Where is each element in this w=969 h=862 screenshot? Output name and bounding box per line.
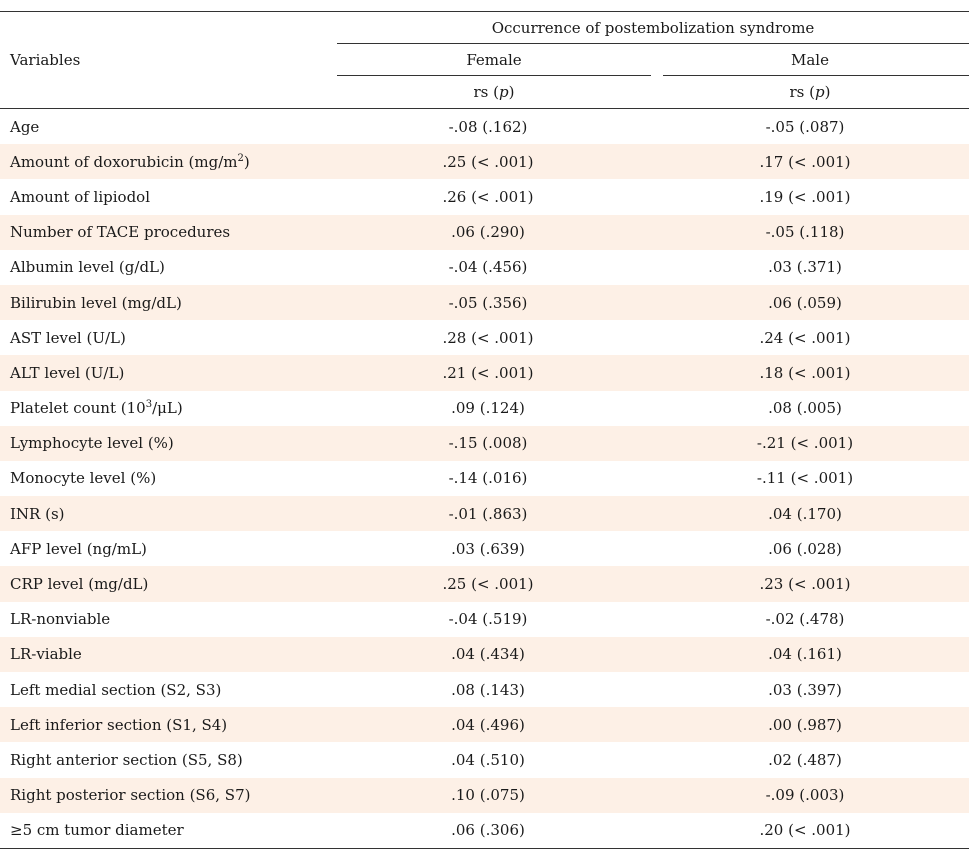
table-row: Amount of doxorubicin (mg/m2) .25 (< .001… bbox=[0, 144, 969, 180]
female-value: .03 (.639) bbox=[451, 539, 525, 558]
table-row: LR-nonviable -.04 (.519) -.02 (.478) bbox=[0, 602, 969, 637]
male-value: .04 (.161) bbox=[651, 636, 969, 672]
table-row: AFP level (ng/mL) .03 (.639) .06 (.028) bbox=[0, 531, 969, 566]
table-row: INR (s) -.01 (.863) .04 (.170) bbox=[0, 496, 969, 532]
male-value: -.11 (< .001) bbox=[756, 469, 854, 488]
table-row: Right anterior section (S5, S8) .04 (.510… bbox=[0, 742, 969, 777]
female-value: -.14 (.016) bbox=[448, 469, 528, 488]
row-label: AST level (U/L) bbox=[10, 328, 126, 347]
row-label: Lymphocyte level (%) bbox=[0, 425, 337, 461]
male-value: -.05 (.118) bbox=[651, 214, 969, 250]
female-value: .04 (.510) bbox=[451, 750, 525, 769]
row-label: Left medial section (S2, S3) bbox=[10, 680, 222, 699]
table-row: Number of TACE procedures .06 (.290) -.05 … bbox=[0, 214, 969, 250]
male-value: .19 (< .001) bbox=[759, 187, 851, 206]
row-label: AFP level (ng/mL) bbox=[10, 539, 147, 558]
table-row: ≥5 cm tumor diameter .06 (.306) .20 (< .00… bbox=[0, 812, 969, 849]
row-label: Amount of doxorubicin (mg/m2) bbox=[0, 144, 337, 180]
row-label: Platelet count (103/μL) bbox=[10, 399, 183, 418]
female-value: .25 (< .001) bbox=[337, 566, 651, 602]
table-row: AST level (U/L) .28 (< .001) .24 (< .001) bbox=[0, 320, 969, 355]
female-value: .09 (.124) bbox=[451, 399, 525, 418]
row-label: Monocyte level (%) bbox=[10, 469, 157, 488]
male-value: .18 (< .001) bbox=[651, 355, 969, 391]
table-row: Left inferior section (S1, S4) .04 (.496)… bbox=[0, 707, 969, 743]
female-value: .06 (.290) bbox=[337, 214, 651, 250]
female-stat-header: rs (p) bbox=[337, 76, 651, 109]
male-value: -.02 (.478) bbox=[765, 610, 845, 629]
female-header: Female bbox=[337, 44, 651, 76]
male-value: .06 (.028) bbox=[768, 539, 842, 558]
female-value: .04 (.434) bbox=[337, 636, 651, 672]
table-row: Age -.08 (.162) -.05 (.087) bbox=[0, 109, 969, 145]
row-label: Left inferior section (S1, S4) bbox=[0, 707, 337, 743]
row-label: Amount of lipiodol bbox=[10, 187, 151, 206]
female-value: .26 (< .001) bbox=[442, 187, 534, 206]
female-value: .21 (< .001) bbox=[337, 355, 651, 391]
row-label: LR-nonviable bbox=[10, 610, 111, 629]
row-label: Right anterior section (S5, S8) bbox=[10, 750, 243, 769]
male-stat-header: rs (p) bbox=[651, 76, 969, 109]
group-header: Occurrence of postembolization syndrome bbox=[337, 11, 969, 44]
table-row: Right posterior section (S6, S7) .10 (.07… bbox=[0, 777, 969, 813]
row-label: LR-viable bbox=[0, 636, 337, 672]
female-value: .06 (.306) bbox=[337, 812, 651, 849]
female-value: .10 (.075) bbox=[337, 777, 651, 813]
correlation-table: Variables Occurrence of postembolization… bbox=[0, 11, 969, 849]
table-row: Platelet count (103/μL) .09 (.124) .08 (.0… bbox=[0, 391, 969, 426]
row-label: INR (s) bbox=[0, 496, 337, 532]
row-label: CRP level (mg/dL) bbox=[0, 566, 337, 602]
female-value: -.04 (.519) bbox=[448, 610, 528, 629]
table-row: Monocyte level (%) -.14 (.016) -.11 (< .00… bbox=[0, 461, 969, 496]
male-value: .06 (.059) bbox=[651, 284, 969, 321]
female-value: .04 (.496) bbox=[337, 707, 651, 743]
table-row: Left medial section (S2, S3) .08 (.143) .0… bbox=[0, 672, 969, 707]
table-row: LR-viable .04 (.434) .04 (.161) bbox=[0, 636, 969, 672]
male-value: .00 (.987) bbox=[651, 707, 969, 743]
male-value: .08 (.005) bbox=[768, 399, 842, 418]
male-value: .17 (< .001) bbox=[651, 144, 969, 180]
male-value: -.05 (.087) bbox=[765, 117, 845, 136]
table-row: ALT level (U/L) .21 (< .001) .18 (< .001) bbox=[0, 355, 969, 391]
table-row: Albumin level (g/dL) -.04 (.456) .03 (.371… bbox=[0, 250, 969, 285]
table-row: Amount of lipiodol .26 (< .001) .19 (< .00… bbox=[0, 179, 969, 214]
female-value: .08 (.143) bbox=[451, 680, 525, 699]
row-label: Number of TACE procedures bbox=[0, 214, 337, 250]
row-label: ≥5 cm tumor diameter bbox=[0, 812, 337, 849]
male-value: .04 (.170) bbox=[651, 496, 969, 532]
male-value: .23 (< .001) bbox=[651, 566, 969, 602]
table-row: CRP level (mg/dL) .25 (< .001) .23 (< .001… bbox=[0, 566, 969, 602]
male-value: .02 (.487) bbox=[768, 750, 842, 769]
row-label: Albumin level (g/dL) bbox=[10, 258, 165, 277]
table-row: Bilirubin level (mg/dL) -.05 (.356) .06 (.… bbox=[0, 284, 969, 321]
male-value: -.21 (< .001) bbox=[651, 425, 969, 461]
row-label: Right posterior section (S6, S7) bbox=[0, 777, 337, 813]
female-value: .28 (< .001) bbox=[442, 328, 534, 347]
row-label: Age bbox=[10, 117, 40, 136]
male-value: .03 (.397) bbox=[768, 680, 842, 699]
female-value: -.01 (.863) bbox=[337, 496, 651, 532]
female-value: -.15 (.008) bbox=[337, 425, 651, 461]
male-value: -.09 (.003) bbox=[651, 777, 969, 813]
row-label: Bilirubin level (mg/dL) bbox=[0, 284, 337, 321]
male-value: .03 (.371) bbox=[768, 258, 842, 277]
variables-header: Variables bbox=[0, 11, 337, 109]
male-value: .24 (< .001) bbox=[759, 328, 851, 347]
row-label: ALT level (U/L) bbox=[0, 355, 337, 391]
table-row: Lymphocyte level (%) -.15 (.008) -.21 (< .… bbox=[0, 425, 969, 461]
female-value: -.05 (.356) bbox=[337, 284, 651, 321]
male-value: .20 (< .001) bbox=[651, 812, 969, 849]
female-value: -.04 (.456) bbox=[448, 258, 528, 277]
female-value: -.08 (.162) bbox=[448, 117, 528, 136]
male-header: Male bbox=[651, 44, 969, 76]
female-value: .25 (< .001) bbox=[337, 144, 651, 180]
